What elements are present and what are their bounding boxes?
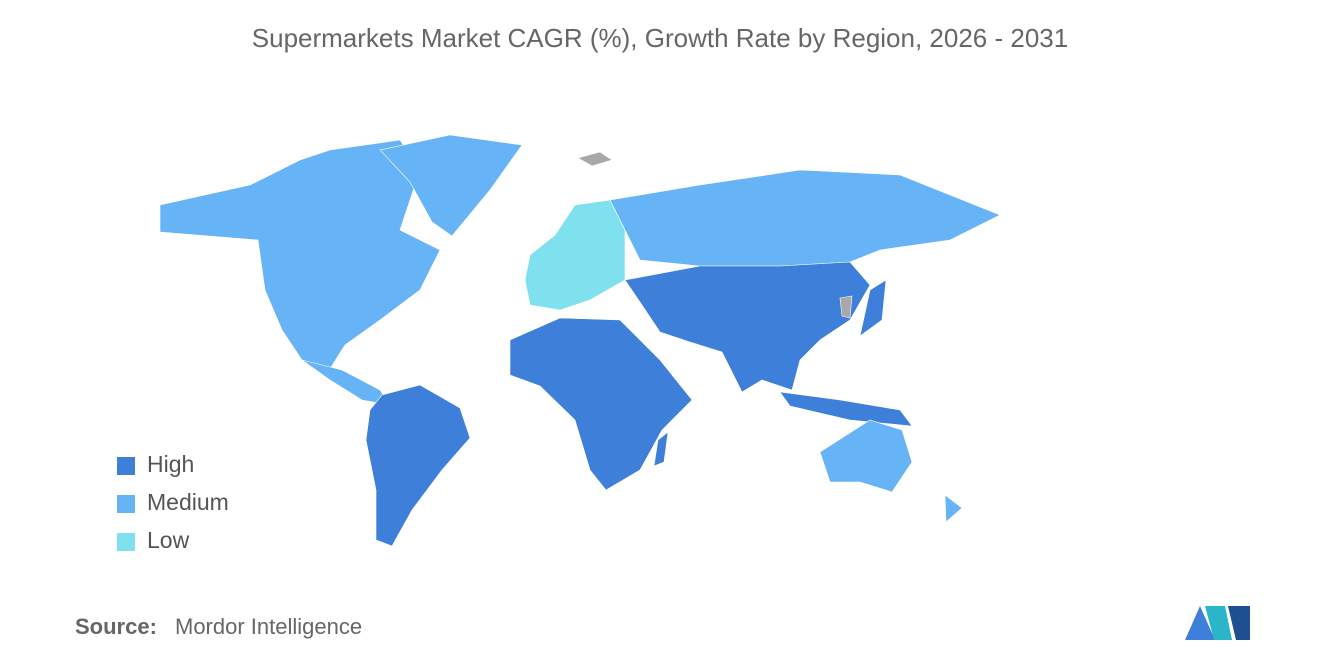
north-america	[159, 139, 441, 373]
africa	[509, 317, 693, 491]
greenland	[379, 134, 523, 237]
madagascar	[653, 431, 669, 467]
korea	[839, 295, 853, 319]
svalbard	[577, 151, 613, 167]
new-zealand	[944, 494, 963, 523]
japan	[859, 279, 887, 337]
russia	[609, 169, 1001, 267]
logo-shape	[1228, 606, 1250, 640]
source-label: Source:	[75, 614, 157, 639]
logo-shape	[1185, 606, 1215, 640]
south-america	[365, 384, 471, 547]
world-map	[159, 134, 1001, 547]
source-value: Mordor Intelligence	[175, 614, 362, 639]
legend-swatch	[117, 495, 135, 513]
legend-label: Low	[147, 527, 190, 553]
asia	[624, 261, 871, 393]
legend-label: High	[147, 451, 194, 477]
legend-swatch	[117, 533, 135, 551]
australia	[819, 419, 913, 493]
title: Supermarkets Market CAGR (%), Growth Rat…	[252, 23, 1068, 53]
legend: High Medium Low	[117, 451, 229, 553]
legend-swatch	[117, 457, 135, 475]
logo-shape	[1205, 606, 1232, 640]
legend-label: Medium	[147, 489, 229, 515]
logo	[1185, 606, 1250, 640]
southeast-asia-islands	[779, 391, 913, 427]
